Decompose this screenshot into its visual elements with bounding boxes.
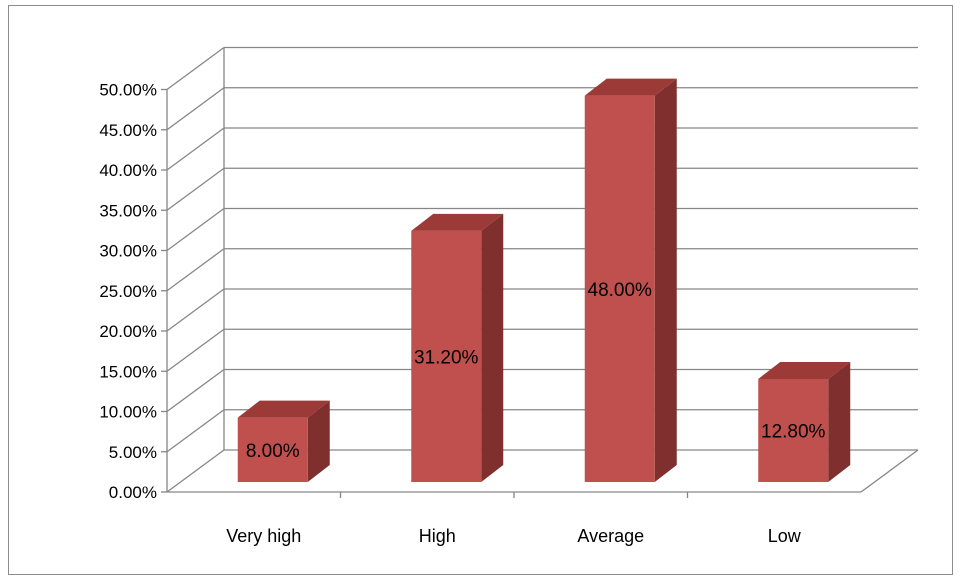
gridline-diagonal [166, 127, 225, 171]
gridline-diagonal [166, 449, 225, 493]
data-label: 12.80% [761, 421, 826, 442]
gridline-diagonal [166, 409, 225, 453]
gridline-diagonal [166, 87, 225, 131]
bar-top [758, 361, 851, 379]
bar-front [237, 417, 308, 482]
data-labels: 8.00% 31.20% 48.00% 12.80% [246, 280, 826, 462]
bar [584, 78, 677, 482]
gridline-diagonal [166, 207, 225, 252]
bar-side [654, 78, 677, 482]
y-tick-label: 5.00% [109, 443, 157, 462]
gridline-diagonal [166, 288, 225, 332]
bar [411, 213, 504, 482]
category-labels: Very high High Average Low [226, 526, 802, 546]
gridline-diagonal [166, 368, 225, 413]
bar-top [411, 213, 504, 231]
y-tick-label: 40.00% [99, 161, 157, 180]
y-tick-label: 35.00% [99, 201, 157, 220]
category-label: Very high [226, 526, 301, 546]
data-label: 48.00% [588, 280, 653, 301]
bar-side [307, 400, 330, 482]
data-label: 8.00% [246, 441, 300, 462]
gridline-diagonal [166, 328, 225, 372]
y-tick-labels: 0.00% 5.00% 10.00% 15.00% 20.00% 25.00% 30.00%… [99, 81, 167, 502]
category-label: High [419, 526, 456, 546]
y-tick-label: 0.00% [109, 483, 157, 502]
bar-chart: 0.00% 5.00% 10.00% 15.00% 20.00% 25.00% 30.00%… [99, 46, 919, 546]
y-tick-label: 15.00% [99, 362, 157, 381]
bar-side [828, 361, 851, 482]
gridline-diagonal [166, 46, 225, 91]
floor-right-edge [860, 449, 919, 493]
bar-front [758, 378, 829, 482]
chart-frame: 0.00% 5.00% 10.00% 15.00% 20.00% 25.00% 30.00%… [8, 5, 953, 575]
gridline-diagonal [166, 248, 225, 292]
gridline-diagonal [166, 167, 225, 211]
y-tick-label: 50.00% [99, 81, 157, 100]
bar-side [481, 213, 504, 482]
bars [237, 78, 851, 482]
category-label: Average [577, 526, 644, 546]
y-tick-label: 30.00% [99, 242, 157, 261]
data-label: 31.20% [414, 347, 479, 368]
y-tick-label: 20.00% [99, 322, 157, 341]
bar-top [584, 78, 677, 96]
bar [758, 361, 851, 482]
bar-front [411, 230, 482, 482]
bar-front [584, 95, 655, 482]
category-label: Low [768, 526, 802, 546]
bar-top [237, 400, 330, 418]
y-tick-label: 45.00% [99, 121, 157, 140]
gridlines [166, 46, 918, 493]
bar [237, 400, 330, 482]
y-tick-label: 10.00% [99, 403, 157, 422]
y-tick-label: 25.00% [99, 282, 157, 301]
